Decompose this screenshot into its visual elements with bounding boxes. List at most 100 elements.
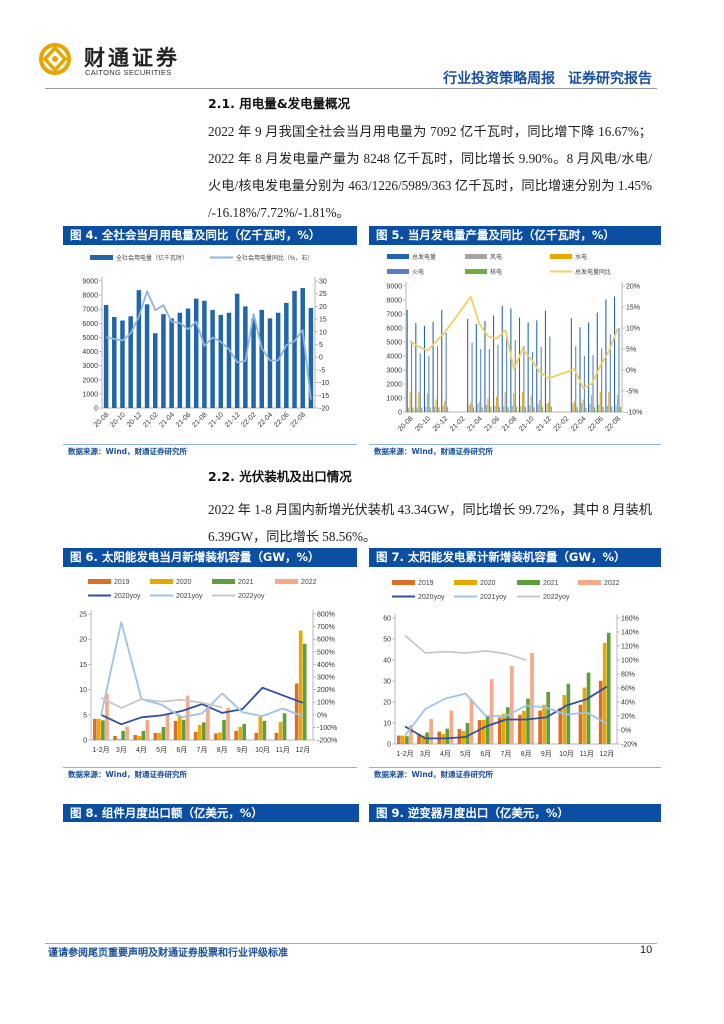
y-tick-label: 6000 (82, 321, 98, 328)
x-tick-label: 22-02 (553, 415, 571, 433)
y2-tick-label: -20% (621, 742, 637, 749)
bar-总发电量 (596, 312, 598, 412)
bar-2021 (262, 720, 267, 740)
x-tick-label: 10月 (255, 746, 270, 754)
bar-火电 (436, 346, 439, 412)
y-tick-label: 20 (79, 637, 87, 644)
x-tick-label: 12月 (296, 746, 311, 754)
bar-核电 (524, 407, 526, 412)
y-tick-label: 5000 (386, 340, 402, 347)
bar-水电 (599, 391, 601, 412)
bar-风电 (589, 403, 591, 412)
y-tick-label: 4000 (82, 349, 98, 356)
bar-总发电量 (475, 323, 477, 412)
line-全社会用电量同比（%，右） (105, 290, 312, 400)
bar-全社会用电量（亿千瓦时） (251, 319, 256, 408)
x-tick-label: 1-2月 (93, 746, 110, 754)
bar-总发电量 (510, 308, 512, 412)
bar-水电 (539, 399, 541, 412)
bar-2021 (465, 723, 470, 744)
bar-2020 (401, 735, 405, 744)
y2-tick-label: 15% (626, 305, 640, 312)
bar-总发电量 (570, 318, 572, 412)
bar-火电 (609, 334, 611, 412)
bar-水电 (495, 396, 498, 412)
x-tick-label: 6月 (176, 746, 187, 754)
bar-水电 (418, 392, 420, 412)
legend-swatch (465, 269, 487, 274)
legend-label: 2022yoy (543, 594, 570, 601)
bar-风电 (494, 405, 496, 412)
bar-全社会用电量（亿千瓦时） (210, 309, 215, 408)
section-heading-2-2: 2.2. 光伏装机及出口情况 (208, 469, 352, 484)
bar-总发电量 (493, 315, 495, 412)
caitong-logo-icon (39, 43, 71, 75)
bar-风电 (511, 406, 513, 412)
y2-tick-label: 400% (317, 662, 335, 669)
header-divider (45, 88, 657, 89)
bar-核电 (516, 406, 518, 412)
bar-2020 (238, 726, 242, 740)
bar-水电 (478, 401, 480, 412)
bar-2022 (530, 652, 534, 744)
y-tick-label: 0 (94, 406, 98, 413)
y2-tick-label: 0 (319, 355, 323, 362)
x-tick-label: 1-2月 (397, 750, 414, 758)
y-tick-label: 10 (79, 687, 87, 694)
figure-5-title: 图 5. 当月发电量产量及同比（亿千瓦时，%） (369, 226, 661, 245)
bar-2021 (546, 691, 550, 744)
bar-火电 (540, 346, 542, 412)
x-tick-label: 8月 (521, 750, 532, 758)
figure-5-source: 数据来源：Wind，财通证券研究所 (374, 447, 494, 456)
bar-总发电量 (467, 318, 469, 412)
figure-4-title: 图 4. 全社会当月用电量及同比（亿千瓦时，%） (63, 226, 357, 245)
bar-水电 (513, 393, 515, 412)
x-tick-label: 20-10 (414, 415, 432, 433)
bar-火电 (445, 332, 447, 412)
bar-水电 (608, 391, 610, 412)
bar-全社会用电量（亿千瓦时） (308, 307, 314, 408)
logo-english: CAITONG SECURITIES (85, 68, 172, 77)
y-tick-label: 8000 (82, 293, 98, 300)
bar-水电 (435, 399, 437, 412)
footer-divider (45, 943, 657, 944)
line-2021yoy (404, 692, 608, 737)
bar-水电 (591, 395, 593, 412)
bar-2019 (397, 735, 401, 744)
x-tick-label: 20-12 (126, 411, 144, 429)
bar-2019 (153, 732, 158, 740)
legend-label: 全社会用电量同比（%，右） (236, 254, 313, 262)
bar-核电 (490, 407, 492, 412)
y-tick-label: 15 (79, 662, 87, 669)
bar-2020 (177, 715, 182, 740)
bar-全社会用电量（亿千瓦时） (226, 312, 232, 408)
bar-火电 (549, 336, 551, 412)
x-tick-label: 22-02 (240, 411, 258, 429)
bar-风电 (442, 406, 444, 412)
bar-2019 (173, 720, 178, 740)
bar-2022 (125, 726, 129, 740)
legend-label: 2021yoy (176, 593, 203, 600)
bar-2021 (302, 643, 307, 740)
bar-风电 (468, 405, 470, 412)
bar-总发电量 (484, 321, 486, 412)
y2-tick-label: 160% (621, 616, 639, 623)
legend-swatch (454, 580, 477, 585)
bar-水电 (426, 393, 428, 412)
legend-label: 2022 (604, 580, 620, 587)
bar-2020 (602, 642, 607, 744)
figure-4-source: 数据来源：Wind，财通证券研究所 (68, 447, 188, 456)
figure-8-title: 图 8. 组件月度出口额（亿美元，%） (63, 804, 359, 822)
y2-tick-label: 0% (621, 728, 631, 735)
bar-2022 (489, 679, 494, 744)
figure-7-title: 图 7. 太阳能发电累计新增装机容量（GW，%） (369, 548, 661, 567)
bar-水电 (409, 392, 411, 412)
bar-全社会用电量（亿千瓦时） (202, 300, 207, 408)
x-tick-label: 3月 (420, 750, 431, 758)
figure-7-source: 数据来源：Wind，财通证券研究所 (374, 770, 494, 779)
x-tick-label: 20-08 (93, 411, 111, 429)
bar-全社会用电量（亿千瓦时） (120, 320, 125, 408)
y-tick-label: 6000 (386, 326, 402, 333)
y-tick-label: 2000 (82, 377, 98, 384)
bar-2019 (133, 734, 138, 740)
